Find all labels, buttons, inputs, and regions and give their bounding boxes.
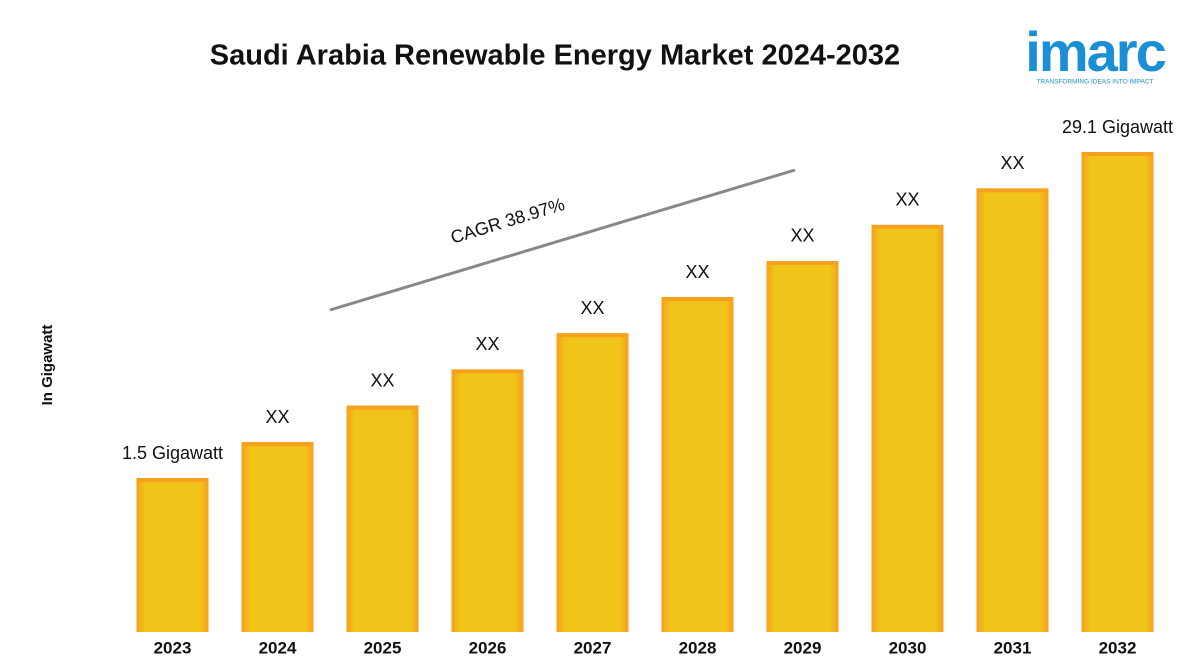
value-label: XX	[685, 262, 709, 282]
bar	[976, 188, 1049, 632]
bar-top	[451, 369, 524, 374]
value-label: XX	[895, 190, 919, 210]
x-tick-label: 2023	[154, 638, 192, 657]
x-tick-label: 2024	[259, 638, 297, 657]
x-tick-label: 2027	[574, 638, 612, 657]
bar	[871, 224, 944, 633]
bar	[661, 297, 734, 632]
bar-top	[976, 188, 1049, 193]
value-label: XX	[790, 226, 814, 246]
bar	[556, 333, 629, 632]
bar-top	[766, 260, 839, 265]
x-tick-label: 2026	[469, 638, 507, 657]
value-label: XX	[475, 334, 499, 354]
x-tick-label: 2030	[889, 638, 927, 657]
bar	[766, 260, 839, 632]
logo-tagline: TRANSFORMING IDEAS INTO IMPACT	[1036, 79, 1153, 86]
bar-top	[1081, 152, 1154, 156]
bar	[451, 369, 524, 632]
bar-top	[241, 442, 314, 447]
x-tick-label: 2032	[1099, 638, 1137, 657]
x-tick-label: 2029	[784, 638, 822, 657]
bar-top	[871, 224, 944, 229]
x-tick-label: 2025	[364, 638, 402, 657]
x-tick-label: 2031	[994, 638, 1032, 657]
bar-top	[556, 333, 629, 338]
bar-top	[136, 478, 209, 483]
chart-title: Saudi Arabia Renewable Energy Market 202…	[210, 40, 900, 72]
value-label: 1.5 Gigawatt	[122, 443, 223, 463]
value-label: XX	[1000, 153, 1024, 173]
value-label: XX	[265, 407, 289, 427]
bar	[1081, 152, 1154, 632]
bar-top	[346, 405, 419, 410]
logo: imarc	[1025, 20, 1165, 83]
x-tick-label: 2028	[679, 638, 717, 657]
cagr-annotation: CAGR 38.97%	[448, 194, 567, 248]
y-axis-label: In Gigawatt	[39, 325, 56, 406]
bar	[136, 478, 209, 632]
cagr-arrow	[329, 168, 796, 312]
value-label: XX	[580, 298, 604, 318]
bar	[346, 405, 419, 632]
value-label: XX	[370, 370, 394, 390]
value-label: 29.1 Gigawatt	[1062, 117, 1173, 137]
bar-top	[661, 297, 734, 302]
bar	[241, 442, 314, 632]
